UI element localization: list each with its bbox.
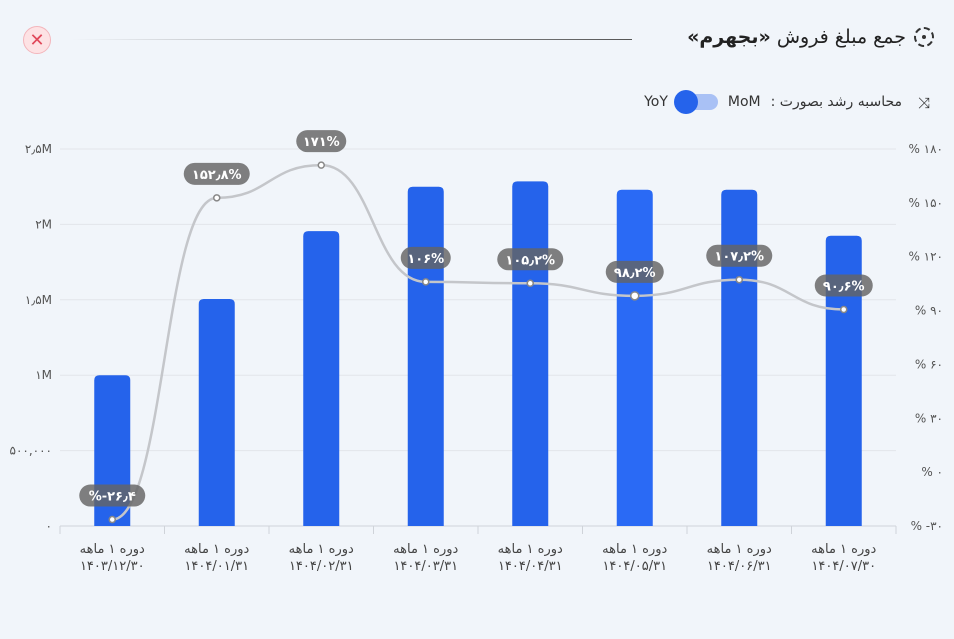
data-label-bg	[183, 162, 250, 185]
growth-mode-control: محاسبه رشد بصورت : MoM YoY	[644, 90, 902, 114]
x-label-line2: ۱۴۰۴/۰۵/۳۱	[602, 559, 667, 574]
x-label-line2: ۱۴۰۴/۰۴/۳۱	[498, 559, 563, 574]
chart-title: جمع مبلغ فروش «بجهرم»	[687, 26, 906, 48]
data-label: ۹۸٫۲%	[614, 266, 656, 281]
bar	[512, 181, 549, 526]
data-label-bg	[79, 484, 146, 507]
x-label-line1: دوره ۱ ماهه	[80, 542, 145, 557]
right-tick-label: % ۱۸۰	[908, 142, 943, 156]
growth-mode-label: محاسبه رشد بصورت :	[770, 94, 902, 110]
bar	[407, 186, 444, 526]
left-tick-label: ۱٫۵M	[25, 293, 52, 307]
right-tick-label: % ۳۰	[915, 411, 943, 425]
data-label: ۱۰۶%	[407, 252, 444, 267]
x-label-line1: دوره ۱ ماهه	[289, 542, 354, 557]
title-divider	[72, 39, 632, 40]
x-label-line1: دوره ۱ ماهه	[393, 542, 458, 557]
close-icon: ✕	[29, 29, 45, 51]
right-tick-label: % ۹۰	[915, 304, 943, 318]
growth-point	[213, 194, 221, 202]
left-tick-label: ۰	[46, 519, 52, 533]
right-tick-label: % ۶۰	[915, 357, 943, 371]
growth-point	[630, 291, 640, 301]
left-tick-label: ۵۰۰,۰۰۰	[10, 444, 53, 458]
left-tick-label: ۲٫۵M	[25, 142, 52, 156]
growth-point	[840, 305, 848, 314]
x-label-line2: ۱۴۰۳/۱۲/۳۰	[80, 559, 145, 574]
x-label-line2: ۱۴۰۴/۰۳/۳۱	[393, 559, 458, 574]
data-label-bg	[605, 260, 664, 283]
x-label-line1: دوره ۱ ماهه	[498, 542, 563, 557]
data-label-bg	[814, 274, 873, 297]
x-label-line2: ۱۴۰۴/۰۷/۳۰	[811, 559, 876, 574]
x-label-line2: ۱۴۰۴/۰۶/۳۱	[707, 559, 772, 574]
growth-mode-toggle[interactable]	[673, 90, 718, 114]
data-label-bg	[296, 130, 347, 153]
data-label: %-۲۶٫۴	[89, 490, 136, 505]
trend-arrows-icon: ⤨	[917, 94, 930, 112]
data-label-bg	[706, 244, 773, 267]
close-button[interactable]: ✕	[23, 26, 51, 54]
x-label-line2: ۱۴۰۴/۰۱/۳۱	[184, 559, 249, 574]
data-label-bg	[400, 246, 451, 269]
data-label: ۱۰۷٫۲%	[714, 250, 764, 265]
growth-point	[422, 278, 430, 286]
bar	[721, 189, 758, 526]
growth-point	[108, 515, 116, 524]
right-tick-label: % ۱۵۰	[908, 196, 943, 210]
bar	[198, 299, 235, 526]
growth-point	[526, 279, 534, 288]
data-label: ۱۷۱%	[303, 135, 340, 150]
left-tick-label: ۱M	[35, 368, 52, 382]
bar	[616, 189, 653, 526]
x-label-line1: دوره ۱ ماهه	[811, 542, 876, 557]
growth-point	[735, 275, 743, 284]
data-label: ۱۵۲٫۸%	[192, 168, 242, 183]
right-tick-label: % ۰	[921, 465, 943, 479]
left-tick-label: ۲M	[35, 217, 52, 231]
chart-header: جمع مبلغ فروش «بجهرم»	[687, 26, 934, 48]
dashed-circle-icon	[914, 27, 934, 47]
growth-point	[317, 161, 325, 169]
option-yoy[interactable]: YoY	[644, 94, 668, 110]
data-label-bg	[497, 248, 564, 271]
right-tick-label: % -۳۰	[911, 519, 943, 533]
x-label-line1: دوره ۱ ماهه	[707, 542, 772, 557]
x-label-line2: ۱۴۰۴/۰۲/۳۱	[289, 559, 354, 574]
x-label-line1: دوره ۱ ماهه	[184, 542, 249, 557]
bar	[303, 231, 340, 526]
data-label: ۹۰٫۶%	[823, 279, 865, 294]
x-label-line1: دوره ۱ ماهه	[602, 542, 667, 557]
option-mom[interactable]: MoM	[727, 94, 761, 110]
data-label: ۱۰۵٫۲%	[505, 253, 555, 268]
right-tick-label: % ۱۲۰	[908, 250, 943, 264]
